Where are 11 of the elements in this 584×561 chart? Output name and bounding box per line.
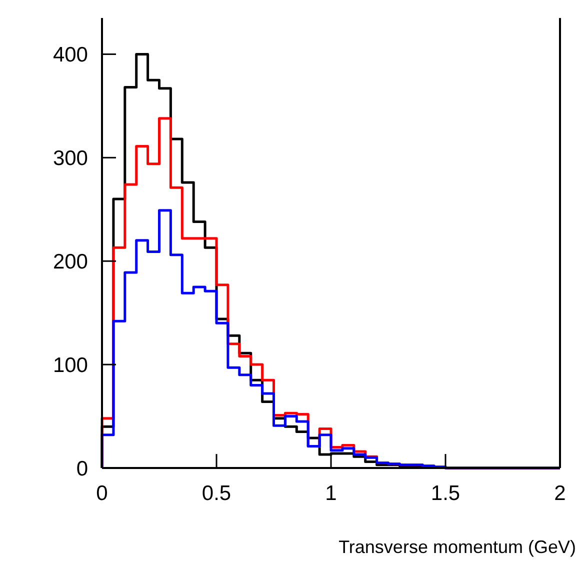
x-tick-label: 0 [96, 482, 108, 505]
y-tick-label: 0 [76, 457, 88, 480]
y-tick-label: 100 [52, 354, 88, 377]
x-tick-label: 0.5 [202, 482, 232, 505]
x-axis-title: Transverse momentum (GeV) [338, 537, 576, 557]
x-tick-label: 1.5 [430, 482, 460, 505]
y-tick-label: 200 [52, 250, 88, 274]
x-tick-label: 1 [325, 482, 337, 505]
x-tick-label: 2 [554, 482, 566, 505]
y-tick-label: 300 [52, 147, 88, 170]
y-tick-label: 400 [52, 44, 88, 67]
